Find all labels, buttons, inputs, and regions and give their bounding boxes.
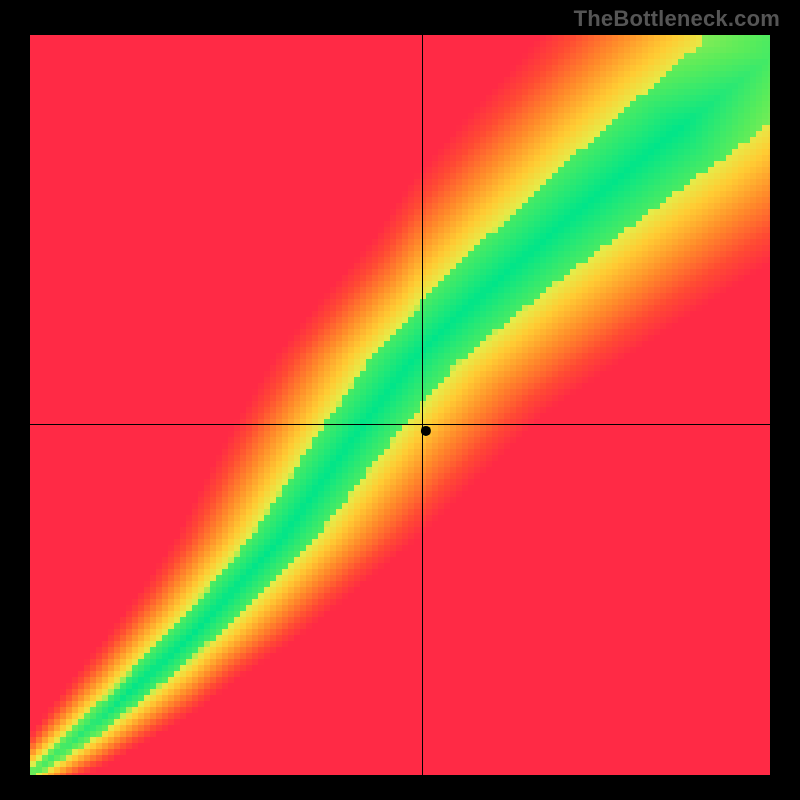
heatmap-plot: [30, 35, 770, 775]
heatmap-canvas: [30, 35, 770, 775]
watermark-text: TheBottleneck.com: [574, 6, 780, 32]
chart-frame: TheBottleneck.com: [0, 0, 800, 800]
